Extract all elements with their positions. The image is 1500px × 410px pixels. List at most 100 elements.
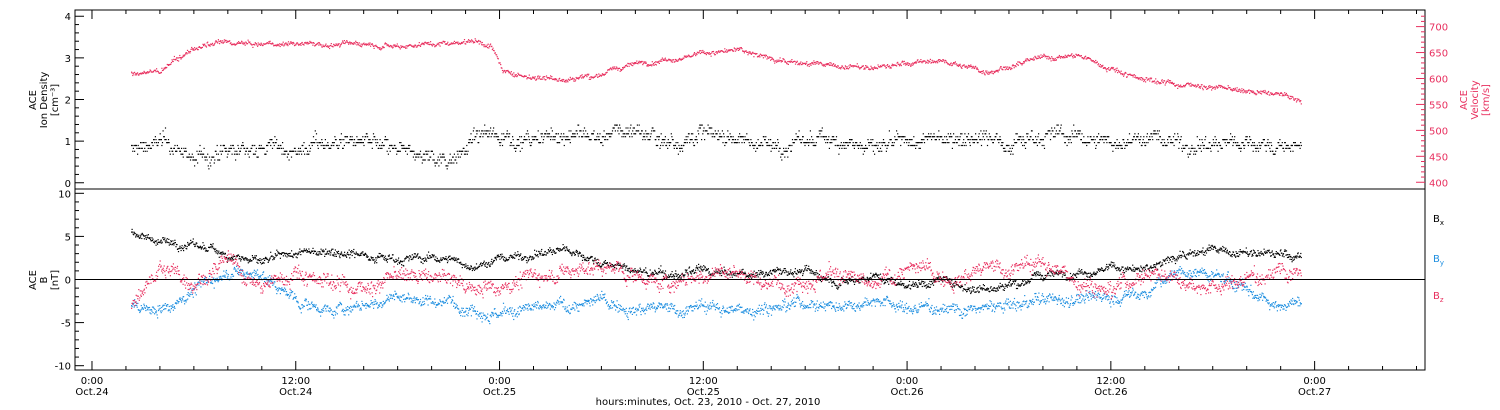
data-point [537,75,539,77]
data-point [251,272,253,274]
data-point [230,144,232,147]
data-point [645,62,647,64]
data-point [607,305,609,307]
data-point [628,308,630,310]
data-point [874,153,876,155]
data-point [618,310,620,312]
data-point [482,133,485,135]
data-point [295,150,297,152]
data-point [1007,144,1009,147]
data-point [575,305,577,307]
data-point [1199,87,1201,89]
data-point [1042,55,1044,57]
data-point [852,66,854,68]
data-point [830,139,832,141]
data-point [148,71,151,73]
data-point [302,144,304,147]
data-point [693,144,696,147]
data-point [978,136,980,138]
data-point [294,147,296,149]
data-point [485,317,487,320]
data-point [295,297,297,299]
data-point [1174,133,1176,135]
data-point [834,144,836,147]
data-point [920,61,923,63]
data-point [359,139,362,141]
data-point [567,309,569,311]
data-point [427,159,429,161]
data-point [963,64,965,66]
data-point [1152,139,1154,141]
data-point [1040,54,1042,56]
data-point [204,156,206,158]
data-point [1251,144,1253,147]
data-point [475,130,477,132]
data-point [141,147,143,149]
data-point [177,302,179,304]
data-point [840,68,842,70]
data-point [1024,147,1027,149]
data-point [471,304,473,306]
data-point [733,47,735,49]
data-point [162,304,164,306]
data-point [364,139,366,141]
data-point [1182,86,1184,88]
data-point [1034,55,1036,57]
data-point [742,136,744,138]
data-point [479,313,481,315]
data-point [1202,89,1204,91]
data-point [896,65,898,67]
data-point [191,48,193,50]
data-point [571,78,573,80]
data-point [250,274,252,276]
data-point [1178,85,1181,87]
data-point [528,139,530,141]
data-point [1117,147,1119,149]
data-point [1157,133,1159,135]
data-point [176,144,178,147]
data-point [159,307,161,309]
data-point [586,73,589,75]
data-point [1276,147,1279,149]
data-point [249,41,251,43]
data-point [1203,85,1205,87]
data-point [879,150,881,152]
data-point [271,280,273,282]
data-point [893,144,895,147]
data-point [860,147,862,149]
data-point [320,315,322,317]
data-point [287,45,289,47]
data-point [456,162,458,164]
data-point [1280,92,1282,94]
data-point [986,136,988,138]
data-point [1149,77,1151,79]
data-point [1230,133,1232,135]
data-point [393,295,395,297]
data-point [482,44,485,46]
data-point [317,147,319,149]
data-point [798,130,800,132]
data-point [176,300,179,302]
data-point [622,133,624,135]
data-point [443,40,445,42]
data-point [468,39,470,41]
data-point [1099,65,1101,68]
data-point [341,139,343,141]
data-point [556,80,558,82]
data-point [242,142,244,144]
data-point [871,67,873,69]
data-point [1140,77,1142,79]
data-point [374,139,376,141]
data-point [818,130,820,132]
data-point [872,69,874,71]
data-point [922,133,924,135]
data-point [943,60,945,62]
data-point [1282,93,1284,95]
data-point [781,159,783,161]
data-point [519,74,521,76]
data-point [872,67,874,69]
data-point [934,139,936,141]
data-point [397,295,399,297]
data-point [560,133,562,135]
data-point [1118,70,1120,72]
